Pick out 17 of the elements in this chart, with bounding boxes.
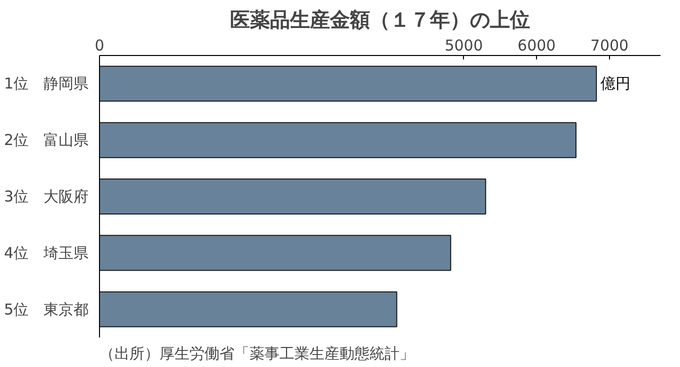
bar bbox=[100, 291, 398, 328]
y-tick-label: 5位 東京都 bbox=[4, 300, 89, 318]
bar bbox=[100, 66, 597, 102]
bar bbox=[100, 178, 486, 214]
annotation: 億円 bbox=[600, 74, 630, 93]
chart-title: 医薬品生産金額（１７年）の上位 bbox=[230, 8, 530, 32]
y-tick-label: 4位 埼玉県 bbox=[4, 244, 89, 262]
x-tick-label: 7000 bbox=[590, 36, 629, 54]
y-tick-label: 3位 大阪府 bbox=[4, 188, 89, 206]
y-tick-label: 1位 静岡県 bbox=[4, 74, 89, 93]
x-tick-label: 6000 bbox=[518, 36, 556, 54]
y-tick-label: 2位 富山県 bbox=[4, 131, 89, 150]
bar bbox=[100, 122, 576, 158]
text: （出所）厚生労働省「薬事工業生産動態統計」 bbox=[100, 344, 414, 362]
bar bbox=[100, 234, 452, 271]
x-tick-label: 5000 bbox=[444, 36, 483, 54]
x-tick-label: 0 bbox=[94, 36, 104, 54]
